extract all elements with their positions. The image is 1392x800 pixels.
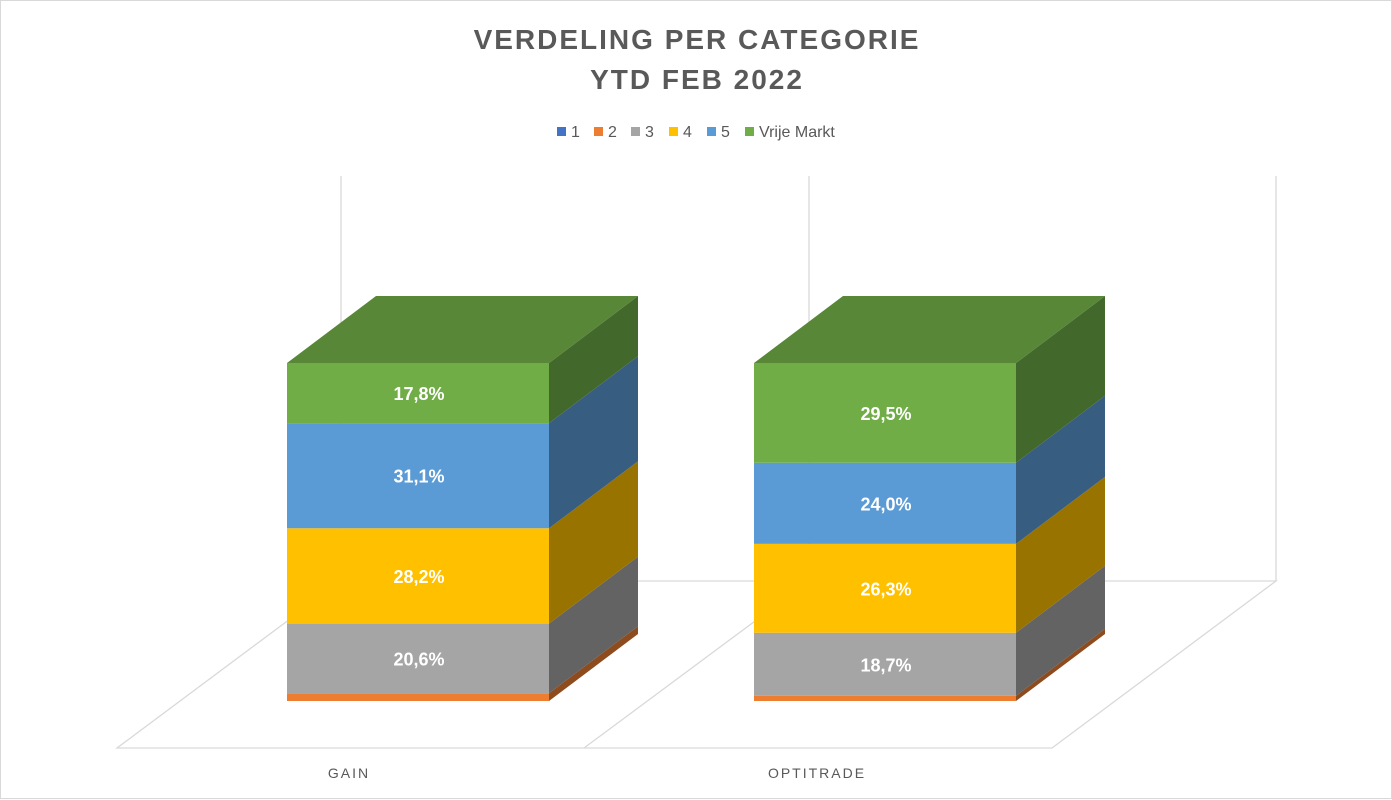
legend-swatch-vrije-markt	[745, 127, 754, 136]
category-label-gain: GAIN	[328, 765, 370, 781]
bars: 20,6% 28,2% 31,1% 17,8% 18,7% 26,3% 24,0% 29,5%	[287, 296, 1105, 701]
bar-side-optitrade-5	[1016, 395, 1105, 544]
data-label-gain-3: 20,6%	[393, 649, 444, 669]
category-label-optitrade: OPTITRADE	[768, 765, 866, 781]
bar-front-gain-5	[287, 423, 549, 529]
bar-front-gain-4	[287, 528, 549, 624]
legend-swatch-5	[707, 127, 716, 136]
data-label-optitrade-3: 18,7%	[860, 655, 911, 675]
legend-swatch-3	[631, 127, 640, 136]
legend-swatch-4	[669, 127, 678, 136]
bar-gain-series-3: 20,6%	[287, 556, 638, 694]
bar-gain-series-4: 28,2%	[287, 461, 638, 624]
data-label-gain-5: 31,1%	[393, 467, 444, 487]
bar-top-optitrade	[754, 296, 1105, 363]
bar-gain-series-2	[287, 626, 638, 701]
bar-side-gain-4	[549, 461, 638, 624]
bar-optitrade-series-3: 18,7%	[754, 565, 1105, 696]
bar-optitrade-series-vrije-markt: 29,5%	[754, 296, 1105, 463]
bar-side-optitrade-4	[1016, 476, 1105, 633]
legend-label-vrije-markt: Vrije Markt	[759, 124, 835, 141]
chart-subtitle: YTD FEB 2022	[590, 64, 804, 95]
legend-label-1: 1	[571, 124, 580, 141]
bar-front-optitrade-2	[754, 695, 1016, 701]
bar-front-gain-vrije-markt	[287, 363, 549, 424]
category-labels: GAIN OPTITRADE	[328, 765, 866, 781]
bar-side-gain-3	[549, 556, 638, 694]
bar-top-gain	[287, 296, 638, 363]
data-label-gain-vrije-markt: 17,8%	[393, 384, 444, 404]
bar-front-optitrade-4	[754, 543, 1016, 633]
legend: 1 2 3 4 5 Vrije Markt	[557, 124, 835, 141]
chart-title: VERDELING PER CATEGORIE	[474, 24, 921, 55]
bar-side-optitrade-vrije-markt	[1016, 296, 1105, 463]
bar-front-optitrade-5	[754, 462, 1016, 544]
bar-optitrade-series-5: 24,0%	[754, 395, 1105, 544]
bar-front-gain-2	[287, 693, 549, 701]
bar-side-gain-5	[549, 356, 638, 529]
data-label-optitrade-vrije-markt: 29,5%	[860, 404, 911, 424]
legend-swatch-1	[557, 127, 566, 136]
data-label-optitrade-5: 24,0%	[860, 494, 911, 514]
legend-label-4: 4	[683, 124, 692, 141]
bar-gain-series-5: 31,1%	[287, 356, 638, 529]
legend-swatch-2	[594, 127, 603, 136]
bar-side-gain-2	[549, 626, 638, 701]
bar-front-optitrade-vrije-markt	[754, 363, 1016, 463]
legend-label-5: 5	[721, 124, 730, 141]
bar-front-gain-3	[287, 623, 549, 694]
data-label-gain-4: 28,2%	[393, 567, 444, 587]
bar-side-optitrade-2	[1016, 628, 1105, 701]
bar-side-gain-vrije-markt	[549, 296, 638, 424]
bar-optitrade-series-2	[754, 628, 1105, 701]
bar-front-optitrade-3	[754, 632, 1016, 696]
legend-label-2: 2	[608, 124, 617, 141]
data-label-optitrade-4: 26,3%	[860, 579, 911, 599]
bar-side-optitrade-3	[1016, 565, 1105, 696]
bar-optitrade-series-4: 26,3%	[754, 476, 1105, 633]
bar-gain-series-vrije-markt: 17,8%	[287, 296, 638, 424]
legend-label-3: 3	[645, 124, 654, 141]
